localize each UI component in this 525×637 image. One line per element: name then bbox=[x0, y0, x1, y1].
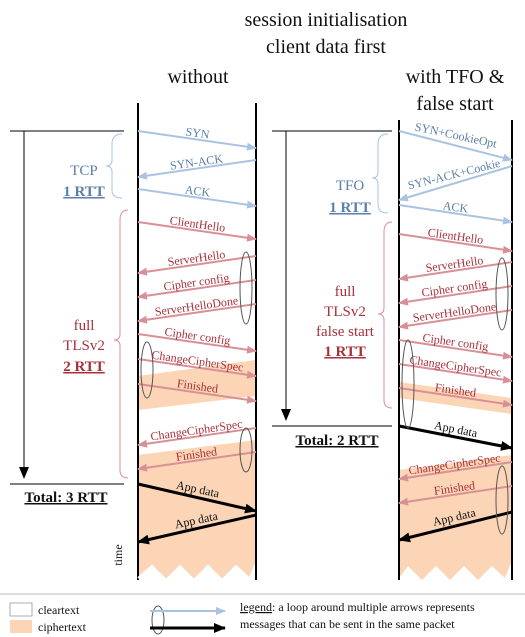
arrow-syn-cookieopt bbox=[398, 130, 513, 162]
msg-syn: SYN bbox=[185, 124, 211, 141]
tfo-label: TFO bbox=[336, 178, 365, 194]
packet-loop-right-server bbox=[495, 257, 509, 331]
legend-cleartext: cleartext bbox=[38, 603, 80, 617]
legend-ciphertext: ciphertext bbox=[38, 620, 87, 634]
arrow-ack bbox=[137, 188, 257, 209]
header: session initialisation client data first… bbox=[167, 9, 504, 115]
msg-clienthello-r: ClientHello bbox=[427, 225, 484, 247]
legend-text1: : a loop around multiple arrows represen… bbox=[272, 600, 475, 614]
packet-loop-left-client bbox=[140, 341, 154, 399]
msg-finished-s: Finished bbox=[175, 444, 218, 464]
arrow-appdata-c bbox=[137, 482, 257, 514]
legend-title: legend bbox=[240, 600, 272, 614]
msg-serverhello: ServerHello bbox=[167, 247, 226, 269]
msg-ccs-s: ChangeCipherSpec bbox=[150, 417, 244, 444]
left-messages bbox=[137, 130, 257, 545]
arrow-syn bbox=[137, 130, 257, 151]
packet-loop-right-client bbox=[401, 339, 415, 429]
legend: cleartext ciphertext legend: a loop arou… bbox=[0, 593, 525, 635]
msg-serverhellodone-r: ServerHelloDone bbox=[412, 299, 497, 325]
arrow-finished-c bbox=[137, 383, 257, 404]
time-label: time bbox=[111, 544, 125, 565]
right-rtt-guide: TFO 1 RTT full TLSv2 false start 1 RTT T… bbox=[272, 130, 393, 449]
tcp-rtt: 1 RTT bbox=[63, 184, 105, 200]
msg-cipherconfig-s-r: Cipher config bbox=[421, 276, 489, 299]
arrow-cipherconfig-s bbox=[137, 279, 257, 300]
header-without: without bbox=[167, 66, 229, 88]
packet-loop-right-final bbox=[495, 465, 509, 535]
arrow-finished-s bbox=[137, 451, 257, 472]
msg-ack: ACK bbox=[184, 182, 211, 199]
header-line2: client data first bbox=[266, 36, 386, 58]
header-with-line1: with TFO & bbox=[406, 66, 505, 88]
arrow-ccs-c-r bbox=[398, 363, 513, 384]
arrow-finished-c-r bbox=[398, 387, 513, 408]
ciphertext-shading bbox=[138, 360, 512, 580]
arrow-synack bbox=[137, 159, 257, 180]
left-rtt-guide: TCP 1 RTT full TLSv2 2 RTT Total: 3 RTT … bbox=[10, 130, 129, 566]
arrow-clienthello bbox=[137, 221, 257, 242]
legend-ciphertext-swatch bbox=[10, 620, 32, 633]
arrow-cipherconfig-c-r bbox=[398, 339, 513, 360]
arrow-ccs-s bbox=[137, 427, 257, 448]
arrow-appdata-c-r bbox=[398, 424, 513, 451]
header-with-line2: false start bbox=[416, 93, 494, 115]
msg-finished-c: Finished bbox=[176, 376, 219, 396]
header-line1: session initialisation bbox=[245, 9, 408, 31]
total-left: Total: 3 RTT bbox=[24, 490, 107, 506]
arrow-finished-s-r bbox=[398, 485, 513, 506]
packet-loop-left-final bbox=[239, 427, 253, 473]
arrow-cipherconfig-s-r bbox=[398, 285, 513, 306]
packet-loop-left-server bbox=[239, 251, 253, 325]
arrow-cipherconfig-c bbox=[137, 333, 257, 354]
tls-label-tlsv2: TLSv2 bbox=[63, 338, 105, 354]
arrow-serverhellodone-r bbox=[398, 309, 513, 330]
msg-cipherconfig-s: Cipher config bbox=[163, 270, 231, 293]
arrow-ack-r bbox=[398, 204, 513, 225]
arrow-serverhello bbox=[137, 255, 257, 276]
msg-serverhello-r: ServerHello bbox=[425, 253, 484, 275]
right-messages bbox=[398, 130, 513, 543]
svg-text:legend: a loop around multiple: legend: a loop around multiple arrows re… bbox=[240, 600, 475, 614]
tls-rtt: 2 RTT bbox=[63, 359, 105, 375]
arrow-synack-cookie bbox=[398, 165, 513, 202]
msg-serverhellodone: ServerHelloDone bbox=[154, 293, 239, 319]
msg-clienthello: ClientHello bbox=[169, 213, 226, 235]
msg-ccs-c-r: ChangeCipherSpec bbox=[409, 353, 503, 380]
fs-label-tlsv2: TLSv2 bbox=[324, 304, 366, 320]
arrow-ccs-s-r bbox=[398, 461, 513, 482]
msg-finished-s-r: Finished bbox=[433, 478, 476, 498]
fs-label-falsestart: false start bbox=[316, 324, 375, 340]
arrow-clienthello-r bbox=[398, 233, 513, 254]
legend-text2: messages that can be sent in the same pa… bbox=[240, 617, 455, 631]
arrow-appdata-s bbox=[137, 513, 257, 545]
msg-cipherconfig-c: Cipher config bbox=[164, 324, 232, 347]
arrow-ccs-c bbox=[137, 358, 257, 379]
tcp-label: TCP bbox=[70, 163, 98, 179]
arrow-appdata-s-r bbox=[398, 510, 513, 543]
arrow-serverhello-r bbox=[398, 261, 513, 282]
msg-cipherconfig-c-r: Cipher config bbox=[422, 330, 490, 353]
msg-ack-r: ACK bbox=[442, 198, 469, 215]
arrow-serverhellodone bbox=[137, 303, 257, 324]
total-right: Total: 2 RTT bbox=[295, 433, 378, 449]
msg-finished-c-r: Finished bbox=[434, 380, 477, 400]
fs-rtt: 1 RTT bbox=[324, 344, 366, 360]
legend-loop-icon bbox=[151, 605, 165, 635]
fs-label-full: full bbox=[335, 284, 356, 300]
legend-cleartext-swatch bbox=[9, 602, 33, 617]
tls-label-full: full bbox=[74, 318, 95, 334]
tfo-rtt: 1 RTT bbox=[329, 200, 371, 216]
